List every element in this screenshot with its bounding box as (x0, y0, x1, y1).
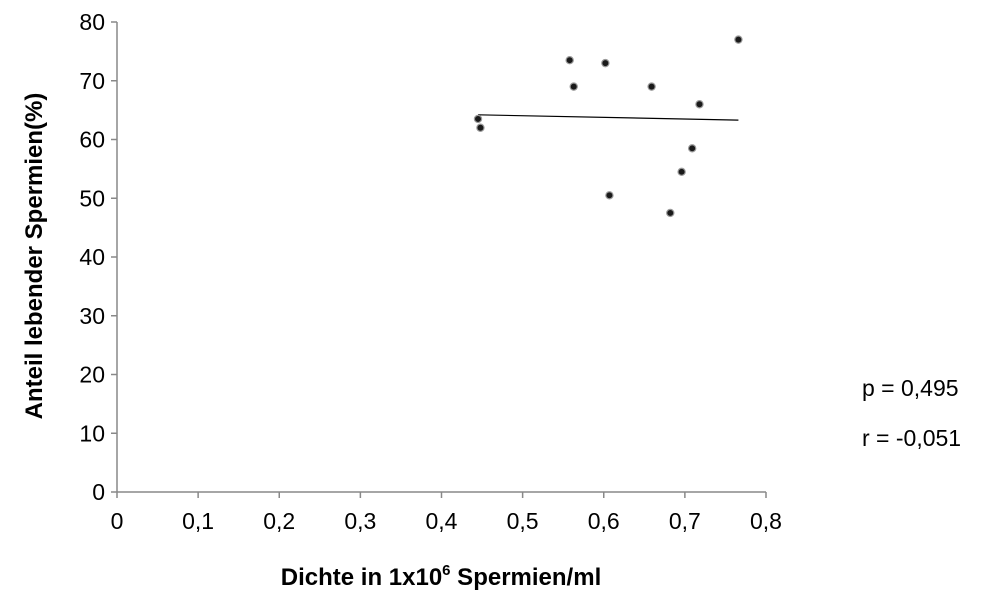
x-tick-label: 0 (111, 508, 124, 534)
x-axis-title-suffix: Spermien/ml (451, 564, 602, 591)
data-points (473, 35, 743, 218)
data-point (476, 123, 485, 132)
x-tick-label: 0,7 (669, 508, 701, 534)
x-axis-title: Dichte in 1x106 Spermien/ml (281, 562, 601, 591)
x-tick-label: 0,8 (750, 508, 782, 534)
y-axis-title: Anteil lebender Spermien(%) (21, 93, 48, 420)
y-tick-label: 40 (79, 244, 105, 270)
y-tick-label: 80 (79, 9, 105, 35)
x-tick-label: 0,5 (507, 508, 539, 534)
data-point (565, 55, 574, 65)
data-point (734, 35, 743, 44)
data-point (666, 208, 675, 218)
y-tick-label: 60 (79, 127, 105, 153)
data-point (473, 114, 483, 124)
y-tick-label: 10 (79, 420, 105, 446)
y-tick-label: 50 (79, 185, 105, 211)
data-point (687, 144, 697, 153)
data-point (569, 82, 578, 91)
trendline-group (477, 114, 739, 121)
data-point (647, 82, 656, 91)
x-tick-label: 0,6 (588, 508, 620, 534)
x-axis-title-superscript: 6 (442, 562, 450, 579)
x-tick-label: 0,2 (263, 508, 295, 534)
trendline (477, 114, 739, 121)
r-value-annotation: r = -0,051 (862, 425, 961, 451)
y-tick-label: 20 (79, 362, 105, 388)
p-value-annotation: p = 0,495 (862, 375, 959, 401)
x-axis-title-main: Dichte in 1x10 (281, 564, 442, 591)
data-point (677, 167, 686, 177)
x-tick-label: 0,3 (344, 508, 376, 534)
x-tick-label: 0,1 (182, 508, 214, 534)
data-point (605, 191, 614, 200)
data-point (601, 58, 610, 68)
y-tick-label: 70 (79, 68, 105, 94)
y-tick-label: 30 (79, 303, 105, 329)
y-axis: 0 10 20 30 40 50 60 70 80 (79, 9, 118, 505)
y-tick-label: 0 (92, 479, 105, 505)
x-tick-label: 0,4 (426, 508, 458, 534)
data-point (695, 100, 704, 109)
x-axis: 0 0,1 0,2 0,3 0,4 0,5 0,6 0,7 0,8 (111, 491, 782, 534)
